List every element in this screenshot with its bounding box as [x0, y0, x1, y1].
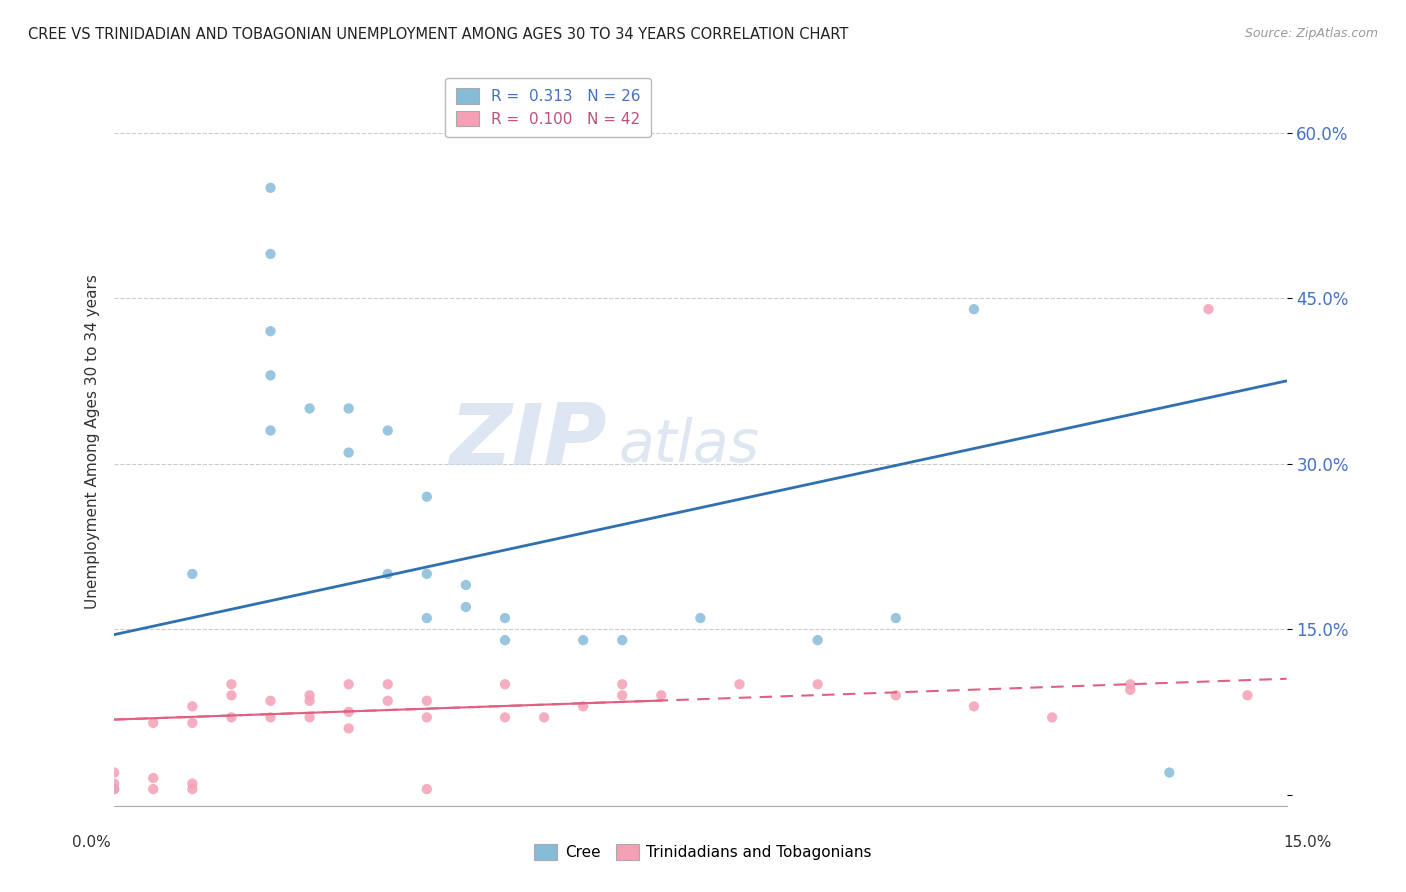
Text: ZIP: ZIP	[449, 400, 606, 483]
Point	[689, 611, 711, 625]
Point	[103, 765, 125, 780]
Point	[298, 401, 321, 416]
Point	[494, 633, 516, 648]
Point	[1119, 682, 1142, 697]
Point	[884, 611, 907, 625]
Point	[181, 776, 204, 790]
Point	[1040, 710, 1063, 724]
Point	[142, 771, 165, 785]
Text: 0.0%: 0.0%	[72, 836, 111, 850]
Point	[103, 782, 125, 797]
Point	[1119, 677, 1142, 691]
Point	[377, 566, 399, 581]
Point	[612, 688, 634, 702]
Point	[377, 694, 399, 708]
Point	[807, 633, 830, 648]
Legend: R =  0.313   N = 26, R =  0.100   N = 42: R = 0.313 N = 26, R = 0.100 N = 42	[444, 78, 651, 137]
Point	[572, 633, 595, 648]
Point	[298, 688, 321, 702]
Point	[612, 677, 634, 691]
Point	[377, 424, 399, 438]
Point	[221, 688, 243, 702]
Point	[572, 699, 595, 714]
Point	[337, 677, 360, 691]
Point	[221, 710, 243, 724]
Point	[494, 677, 516, 691]
Point	[1159, 765, 1181, 780]
Y-axis label: Unemployment Among Ages 30 to 34 years: Unemployment Among Ages 30 to 34 years	[86, 274, 100, 609]
Point	[142, 782, 165, 797]
Point	[1197, 302, 1219, 317]
Point	[298, 710, 321, 724]
Point	[337, 722, 360, 736]
Point	[337, 705, 360, 719]
Point	[181, 566, 204, 581]
Legend: Cree, Trinidadians and Tobagonians: Cree, Trinidadians and Tobagonians	[529, 838, 877, 866]
Text: CREE VS TRINIDADIAN AND TOBAGONIAN UNEMPLOYMENT AMONG AGES 30 TO 34 YEARS CORREL: CREE VS TRINIDADIAN AND TOBAGONIAN UNEMP…	[28, 27, 848, 42]
Point	[454, 578, 477, 592]
Point	[963, 699, 986, 714]
Point	[259, 181, 281, 195]
Text: 15.0%: 15.0%	[1284, 836, 1331, 850]
Point	[416, 710, 439, 724]
Point	[181, 782, 204, 797]
Point	[103, 782, 125, 797]
Point	[963, 302, 986, 317]
Point	[377, 677, 399, 691]
Point	[103, 776, 125, 790]
Point	[884, 688, 907, 702]
Point	[533, 710, 555, 724]
Point	[221, 677, 243, 691]
Point	[298, 694, 321, 708]
Text: Source: ZipAtlas.com: Source: ZipAtlas.com	[1244, 27, 1378, 40]
Point	[650, 688, 672, 702]
Point	[454, 600, 477, 615]
Point	[494, 611, 516, 625]
Point	[494, 710, 516, 724]
Point	[142, 715, 165, 730]
Point	[337, 445, 360, 459]
Point	[259, 324, 281, 338]
Point	[416, 611, 439, 625]
Point	[612, 633, 634, 648]
Point	[259, 247, 281, 261]
Point	[259, 424, 281, 438]
Point	[807, 677, 830, 691]
Point	[416, 782, 439, 797]
Point	[259, 710, 281, 724]
Point	[728, 677, 751, 691]
Point	[337, 401, 360, 416]
Point	[416, 694, 439, 708]
Point	[416, 490, 439, 504]
Point	[416, 566, 439, 581]
Point	[1236, 688, 1258, 702]
Point	[259, 694, 281, 708]
Point	[181, 699, 204, 714]
Text: atlas: atlas	[619, 417, 759, 474]
Point	[259, 368, 281, 383]
Point	[181, 715, 204, 730]
